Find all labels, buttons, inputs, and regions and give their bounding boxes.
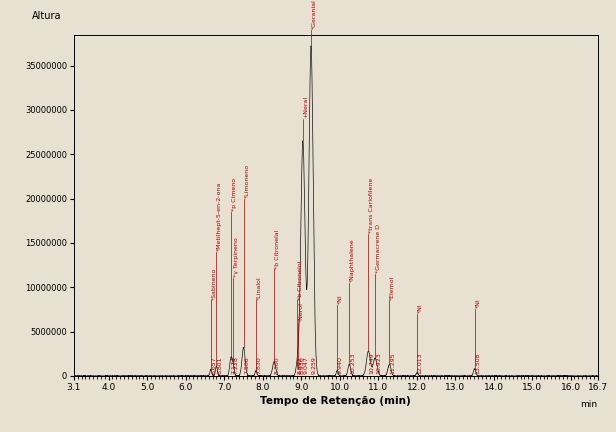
Text: 10.923: 10.923 <box>376 353 381 374</box>
Text: 6.657: 6.657 <box>212 356 217 374</box>
Text: *p Cimeno: *p Cimeno <box>232 178 237 211</box>
Text: *trans Cariofilene: *trans Cariofilene <box>369 178 374 233</box>
Text: *NI: *NI <box>338 294 343 304</box>
Text: *γ Terpineno: *γ Terpineno <box>233 238 238 277</box>
Text: 12.013: 12.013 <box>418 353 423 374</box>
Text: 9.047: 9.047 <box>304 356 309 374</box>
Text: *Germacrene D: *Germacrene D <box>376 224 381 273</box>
Text: *Linalol: *Linalol <box>257 276 262 300</box>
Text: 8.930: 8.930 <box>299 356 304 374</box>
Text: *NI: *NI <box>476 299 480 308</box>
Text: 8.892: 8.892 <box>298 356 302 374</box>
Text: Altura: Altura <box>32 11 62 21</box>
Text: *Naphthalene: *Naphthalene <box>350 238 355 282</box>
Text: 8.300: 8.300 <box>275 356 280 374</box>
Text: 7.174: 7.174 <box>232 356 237 374</box>
Text: *NI: *NI <box>418 303 423 313</box>
Text: +Neral: +Neral <box>304 96 309 118</box>
Text: 10.749: 10.749 <box>369 353 374 374</box>
Text: *Limoneno: *Limoneno <box>245 164 249 198</box>
Text: *Nerol: *Nerol <box>299 302 304 322</box>
Text: min: min <box>580 400 598 409</box>
Text: 6.801: 6.801 <box>217 356 222 374</box>
Text: 13.508: 13.508 <box>476 353 480 374</box>
Text: *Elemol: *Elemol <box>390 275 395 300</box>
Text: *Geranial: *Geranial <box>312 0 317 29</box>
Text: 11.295: 11.295 <box>390 353 395 374</box>
Text: 9.940: 9.940 <box>338 356 343 374</box>
Text: 7.830: 7.830 <box>257 356 262 374</box>
Text: *Metilhept-5-en-2-ona: *Metilhept-5-en-2-ona <box>217 181 222 251</box>
Text: *Sabineno: *Sabineno <box>212 267 217 300</box>
Text: *b Citronelal: *b Citronelal <box>275 229 280 269</box>
X-axis label: Tempo de Retenção (min): Tempo de Retenção (min) <box>261 396 411 406</box>
Text: 9.259: 9.259 <box>312 356 317 374</box>
Text: 7.228: 7.228 <box>233 356 238 374</box>
Text: 10.253: 10.253 <box>350 353 355 374</box>
Text: *b Citronelol: *b Citronelol <box>298 260 302 300</box>
Text: 7.506: 7.506 <box>245 356 249 374</box>
